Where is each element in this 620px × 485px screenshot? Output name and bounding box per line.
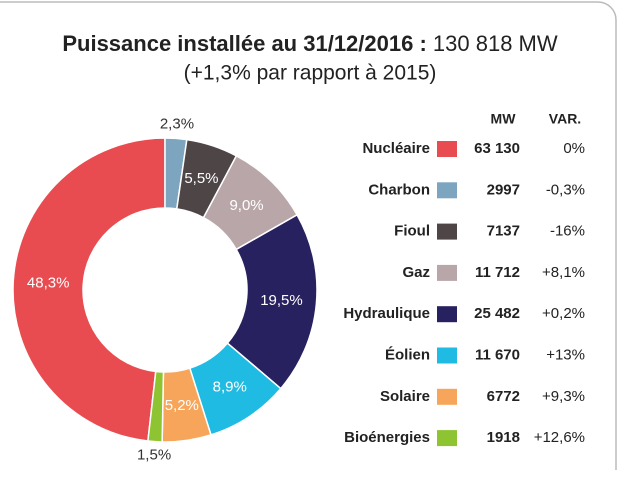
legend-swatch — [437, 223, 457, 240]
chart-subtitle: (+1,3% par rapport à 2015) — [184, 62, 437, 85]
slice-label: 5,2% — [165, 397, 199, 414]
mw-value: 6772 — [487, 388, 520, 405]
mw-value: 1918 — [487, 429, 520, 446]
mw-value: 11 670 — [475, 346, 520, 363]
slice-label: 8,9% — [213, 378, 247, 395]
slice-label: 19,5% — [260, 292, 303, 309]
var-value: -16% — [550, 223, 585, 240]
legend-label: Nucléaire — [362, 140, 430, 157]
var-value: +12,6% — [534, 429, 585, 446]
slice — [12, 137, 166, 442]
mw-value: 2997 — [487, 181, 520, 198]
legend-swatch — [437, 141, 457, 157]
mw-value: 63 130 — [474, 140, 520, 157]
mw-value: 11 712 — [475, 264, 520, 281]
legend-label: Charbon — [368, 181, 430, 198]
column-header: VAR. — [549, 111, 581, 127]
var-value: -0,3% — [546, 181, 585, 198]
legend-label: Bioénergies — [344, 429, 430, 446]
frame — [0, 1, 617, 470]
var-value: +8,1% — [542, 264, 585, 281]
var-value: 0% — [563, 140, 585, 157]
slice-label: 48,3% — [27, 274, 70, 291]
mw-value: 7137 — [487, 223, 520, 240]
mw-value: 25 482 — [474, 305, 520, 322]
legend-label: Gaz — [402, 264, 430, 281]
slice-label: 5,5% — [184, 170, 218, 187]
slice — [147, 370, 165, 443]
legend-swatch — [437, 347, 457, 364]
slice-label: 1,5% — [137, 447, 171, 464]
slice-label: 9,0% — [229, 197, 263, 214]
legend-swatch — [437, 264, 457, 281]
legend-label: Solaire — [380, 388, 430, 405]
slice-label: 2,3% — [160, 115, 194, 132]
slice — [226, 213, 318, 390]
chart-total: 130 818 MW — [433, 31, 558, 56]
legend-swatch — [437, 182, 457, 199]
legend-label: Fioul — [394, 223, 430, 240]
legend-swatch — [437, 306, 457, 323]
legend-swatch — [437, 388, 457, 405]
chart-title-line: Puissance installée au 31/12/2016 : 130 … — [62, 31, 558, 56]
legend-label: Hydraulique — [343, 305, 430, 322]
var-value: +13% — [546, 346, 585, 363]
var-value: +9,3% — [542, 388, 585, 405]
var-value: +0,2% — [542, 305, 585, 322]
legend-label: Éolien — [385, 346, 430, 363]
legend-swatch — [437, 430, 457, 447]
chart-title: Puissance installée au 31/12/2016 : — [62, 31, 426, 56]
column-header: MW — [491, 111, 517, 127]
